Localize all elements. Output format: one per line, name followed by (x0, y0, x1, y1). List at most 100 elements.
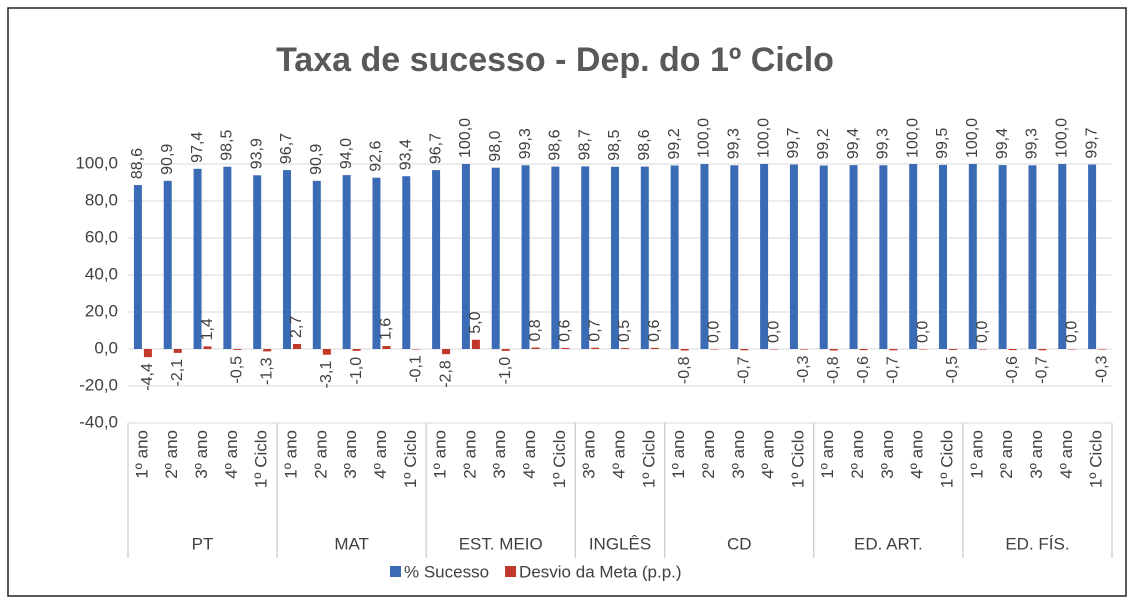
bar (621, 348, 629, 349)
bar (322, 349, 331, 355)
x-tick-label: 3º ano (729, 430, 748, 479)
x-tick-label: 1º Ciclo (639, 430, 658, 488)
data-label: 100,0 (1053, 118, 1070, 158)
data-label: 0,0 (1063, 321, 1080, 343)
data-label: -0,6 (1004, 356, 1021, 384)
data-label: 100,0 (755, 118, 772, 158)
x-tick-label: 2º ano (997, 430, 1016, 479)
x-tick-label: 1º ano (818, 430, 837, 479)
group-label: ED. FÍS. (1005, 534, 1069, 553)
bar (849, 165, 858, 349)
bar (640, 166, 649, 349)
bar (471, 339, 480, 349)
bar (442, 349, 451, 355)
x-tick-label: 3º ano (1027, 430, 1046, 479)
x-tick-label: 3º ano (878, 430, 897, 479)
bar (143, 349, 152, 358)
data-label: 0,6 (557, 320, 574, 342)
bar (233, 349, 242, 350)
bar (770, 349, 779, 350)
data-label: 100,0 (964, 118, 981, 158)
bar (740, 349, 749, 351)
y-tick-label: -40,0 (79, 412, 118, 431)
group-label: EST. MEIO (459, 534, 543, 553)
data-label: 90,9 (308, 144, 325, 175)
data-label: -0,6 (855, 356, 872, 384)
data-label: -1,0 (348, 357, 365, 385)
bar (382, 346, 391, 349)
data-label: 92,6 (368, 140, 385, 171)
bar (551, 166, 560, 349)
data-label: 0,6 (646, 320, 663, 342)
data-label: 5,0 (467, 311, 484, 333)
data-label: 99,3 (725, 128, 742, 159)
bar (611, 166, 619, 349)
data-label: 97,4 (189, 132, 206, 163)
y-tick-label: 100,0 (75, 153, 118, 172)
bar (531, 347, 540, 349)
x-tick-label: 1º Ciclo (401, 430, 420, 488)
group-label: MAT (334, 534, 369, 553)
data-label: 99,2 (666, 128, 683, 159)
data-label: 99,3 (1024, 128, 1041, 159)
x-tick-label: 1º ano (281, 430, 300, 479)
data-label: 90,9 (159, 144, 176, 175)
data-label: -0,8 (825, 356, 842, 384)
data-label: 93,9 (248, 138, 265, 169)
bar (789, 164, 798, 349)
bar (312, 180, 321, 349)
bar (501, 349, 510, 351)
bar (680, 349, 689, 351)
bar (163, 180, 172, 349)
data-label: 99,4 (845, 128, 862, 159)
x-tick-label: 4º ano (609, 430, 628, 479)
y-tick-label: 40,0 (85, 264, 118, 283)
data-label: -2,1 (169, 359, 186, 387)
data-label: -0,5 (944, 356, 961, 384)
bar (521, 165, 530, 349)
y-tick-label: -20,0 (79, 375, 118, 394)
bar (561, 347, 570, 349)
bar (283, 170, 291, 349)
data-label: -0,7 (885, 356, 902, 384)
x-tick-label: 3º ano (580, 430, 599, 479)
bar (730, 165, 739, 349)
bar (978, 349, 987, 350)
x-tick-label: 2º ano (162, 430, 181, 479)
data-label: -0,3 (1093, 355, 1110, 383)
bar (352, 349, 361, 351)
bar (889, 349, 898, 351)
data-label: 98,5 (219, 130, 236, 161)
bar (223, 166, 232, 349)
data-label: -0,3 (795, 355, 812, 383)
data-label: -4,4 (139, 363, 156, 391)
bar (879, 165, 888, 349)
bar (173, 349, 182, 353)
bar (263, 349, 272, 352)
data-label: -0,7 (1034, 356, 1051, 384)
x-tick-label: 1º ano (132, 430, 151, 479)
data-label: -1,3 (258, 357, 275, 385)
data-label: -0,7 (735, 356, 752, 384)
data-label: 99,5 (934, 128, 951, 159)
legend-label: Desvio da Meta (p.p.) (519, 562, 682, 581)
data-label: 0,8 (527, 319, 544, 341)
x-tick-label: 1º Ciclo (1087, 430, 1106, 488)
data-label: 100,0 (696, 118, 713, 158)
bar (491, 167, 500, 349)
data-label: 0,0 (914, 321, 931, 343)
data-label: 99,2 (815, 128, 832, 159)
x-tick-label: 2º ano (311, 430, 330, 479)
bar (1068, 349, 1077, 350)
data-label: 99,4 (994, 128, 1011, 159)
bar (1038, 349, 1047, 351)
group-label: ED. ART. (854, 534, 923, 553)
bar (710, 349, 719, 350)
bar (253, 175, 262, 349)
data-label: 98,0 (487, 130, 504, 161)
data-label: -0,5 (229, 356, 246, 384)
x-tick-label: 4º ano (222, 430, 241, 479)
bar (760, 164, 769, 349)
bar (919, 349, 928, 350)
